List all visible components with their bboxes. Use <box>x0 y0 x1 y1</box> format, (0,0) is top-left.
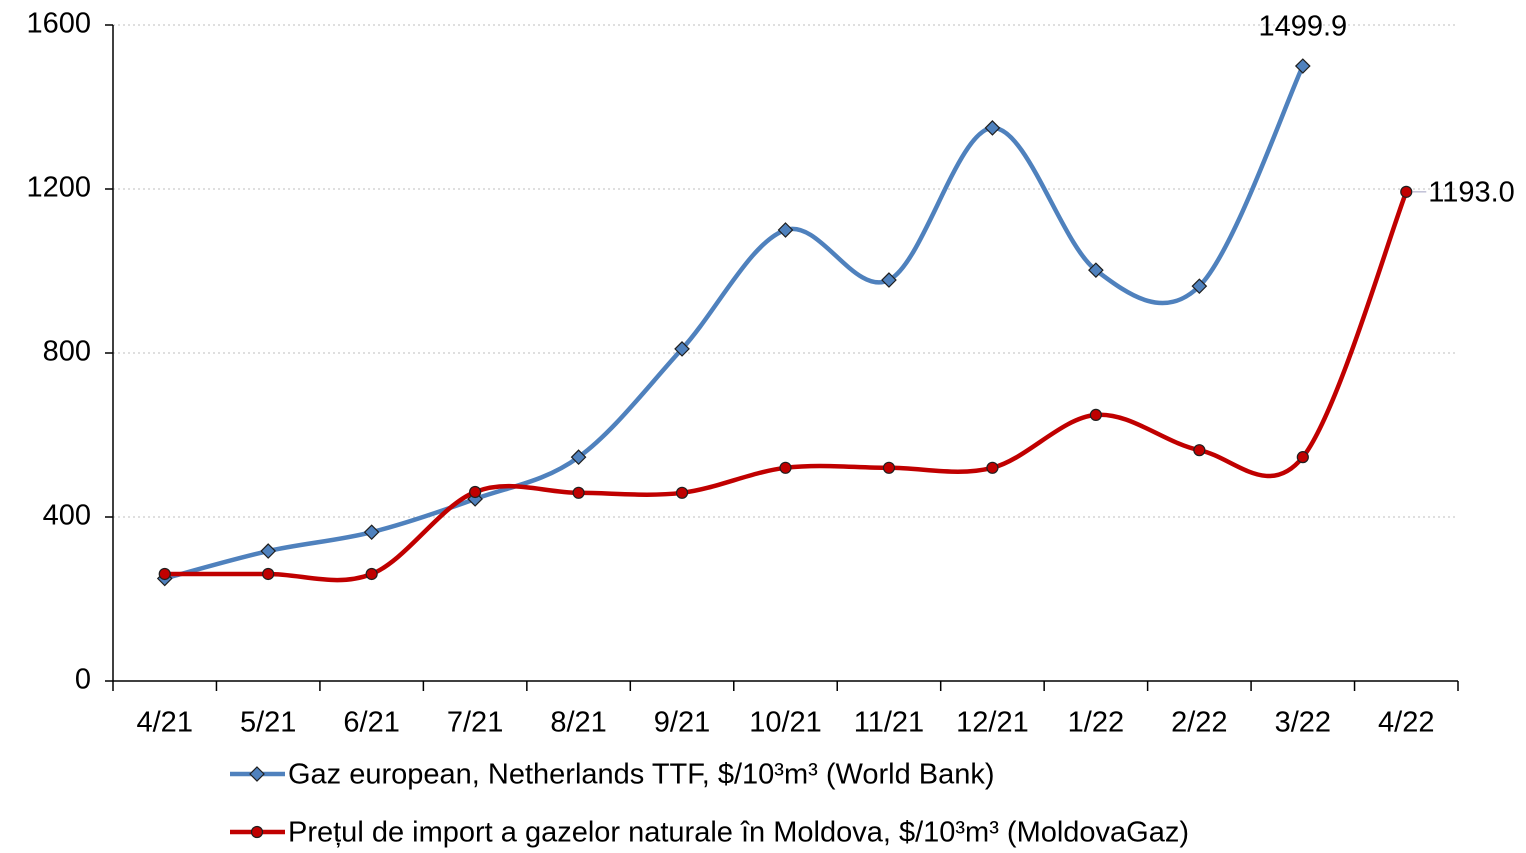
data-point <box>1296 451 1309 464</box>
data-point <box>1191 278 1208 295</box>
x-tick-label: 4/21 <box>137 707 193 739</box>
data-point <box>675 486 689 499</box>
data-point <box>1088 262 1104 279</box>
data-point <box>779 461 792 474</box>
data-point <box>262 567 275 581</box>
x-tick-label: 10/21 <box>749 707 822 739</box>
data-point <box>570 449 587 465</box>
data-point <box>572 486 585 499</box>
data-label: 1193.0 <box>1428 177 1515 209</box>
data-point <box>882 461 896 474</box>
y-tick-label: 1600 <box>26 8 91 40</box>
data-point <box>1294 58 1311 74</box>
legend-label: Prețul de import a gazelor naturale în M… <box>288 817 1189 849</box>
data-point <box>1089 408 1102 422</box>
x-tick-label: 5/21 <box>240 707 296 739</box>
x-tick-label: 1/22 <box>1068 707 1124 739</box>
data-label: 1499.9 <box>1258 11 1347 43</box>
series-line <box>164 191 1409 583</box>
x-tick-label: 6/21 <box>343 707 399 739</box>
legend-marker <box>250 825 264 839</box>
data-point <box>986 461 999 474</box>
y-tick-label: 400 <box>43 500 91 532</box>
x-tick-label: 8/21 <box>550 707 606 739</box>
x-tick-label: 9/21 <box>654 707 710 739</box>
series-line <box>164 65 1305 581</box>
y-tick-label: 1200 <box>26 172 91 204</box>
x-tick-label: 7/21 <box>447 707 503 739</box>
data-point <box>365 567 378 581</box>
x-tick-label: 11/21 <box>854 707 924 739</box>
y-tick-label: 0 <box>75 664 91 696</box>
data-point <box>363 524 380 541</box>
x-tick-label: 12/21 <box>956 707 1029 739</box>
data-point <box>1400 185 1413 198</box>
x-tick-label: 3/22 <box>1275 707 1331 739</box>
data-point <box>1193 444 1206 457</box>
y-tick-label: 800 <box>43 336 91 368</box>
x-tick-label: 4/22 <box>1378 707 1434 739</box>
data-point <box>777 222 794 238</box>
legend-marker <box>249 766 265 782</box>
data-point <box>158 567 171 581</box>
data-point <box>984 120 1001 136</box>
data-point <box>260 543 277 559</box>
data-point <box>881 272 897 288</box>
x-tick-label: 2/22 <box>1171 707 1227 739</box>
legend-label: Gaz european, Netherlands TTF, $/10³m³ (… <box>288 759 995 791</box>
data-point <box>469 485 482 499</box>
data-point <box>674 341 690 357</box>
